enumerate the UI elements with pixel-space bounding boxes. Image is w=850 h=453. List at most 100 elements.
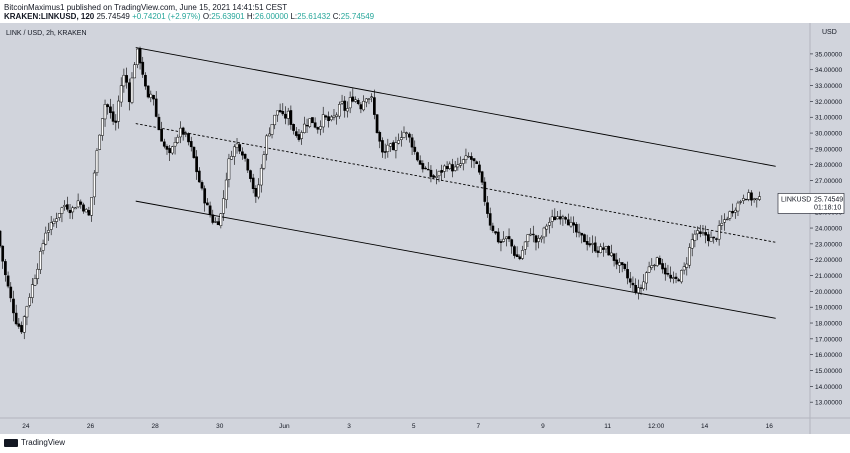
candle-body xyxy=(725,218,729,221)
candle-body xyxy=(52,221,56,224)
candle-body xyxy=(408,133,411,138)
candle-body xyxy=(421,163,425,170)
candle-body xyxy=(20,325,23,333)
candle-body xyxy=(593,242,597,252)
candle-body xyxy=(327,116,330,122)
candle-body xyxy=(354,99,357,102)
candle-body xyxy=(251,177,255,189)
candle-body xyxy=(580,232,584,236)
candle-body xyxy=(187,133,190,143)
candle-body xyxy=(704,232,708,236)
candle-body xyxy=(154,98,158,117)
candle-body xyxy=(623,264,627,270)
candle-body xyxy=(106,104,110,108)
candle-body xyxy=(367,98,371,100)
candle-body xyxy=(502,238,506,242)
low-value: 25.61432 xyxy=(297,12,331,21)
candle-body xyxy=(499,241,503,243)
candle-body xyxy=(144,74,147,87)
candle-body xyxy=(469,156,473,160)
publisher-line: BitcoinMaximus1 published on TradingView… xyxy=(4,3,288,12)
candle-body xyxy=(63,205,66,207)
candle-body xyxy=(628,278,632,283)
price-label: LINKUSD 25.74549 01:18:10 xyxy=(777,193,845,214)
candle-body xyxy=(645,272,648,284)
candle-body xyxy=(399,137,403,140)
candle-body xyxy=(534,235,538,243)
candle-body xyxy=(206,202,209,206)
candle-body xyxy=(394,142,398,151)
candle-body xyxy=(90,197,93,216)
candle-body xyxy=(22,316,26,333)
candle-body xyxy=(389,143,392,147)
candle-body xyxy=(329,116,333,121)
candle-body xyxy=(510,239,514,247)
candle-body xyxy=(278,110,282,113)
candle-body xyxy=(351,96,355,102)
candle-body xyxy=(55,218,58,222)
candle-body xyxy=(216,221,220,226)
candle-body xyxy=(100,118,104,136)
candle-body xyxy=(125,75,128,83)
candle-body xyxy=(195,156,198,173)
candle-body xyxy=(647,266,651,273)
price-label-box xyxy=(777,193,845,214)
candle-body xyxy=(211,214,215,223)
candle-body xyxy=(504,236,508,239)
candle-body xyxy=(747,192,751,200)
candle-body xyxy=(674,276,678,279)
candle-body xyxy=(98,134,102,150)
candle-body xyxy=(558,216,562,220)
x-tick-label: 24 xyxy=(22,423,30,430)
candle-body xyxy=(57,213,61,218)
candle-body xyxy=(364,98,368,103)
candle-body xyxy=(480,171,484,183)
candle-body xyxy=(386,144,390,152)
candle-body xyxy=(566,219,570,226)
footer: TradingView xyxy=(4,438,65,447)
candle-body xyxy=(176,136,180,143)
candle-body xyxy=(74,207,77,210)
candle-body xyxy=(461,159,465,164)
candle-body xyxy=(731,211,734,214)
candle-body xyxy=(6,275,10,287)
candle-body xyxy=(443,165,446,172)
candle-body xyxy=(179,127,182,138)
candle-body xyxy=(208,205,212,216)
candle-body xyxy=(658,258,662,265)
candle-body xyxy=(475,161,479,165)
candle-body xyxy=(281,111,285,115)
candle-body xyxy=(14,312,18,325)
candle-body xyxy=(338,104,341,117)
candle-body xyxy=(671,277,675,279)
price-axis xyxy=(810,23,850,434)
y-tick-label: 13.00000 xyxy=(815,400,842,407)
candle-body xyxy=(467,155,470,158)
candle-body xyxy=(373,97,376,115)
candle-body xyxy=(184,133,188,135)
candle-body xyxy=(599,246,602,253)
footer-brand: TradingView xyxy=(21,438,66,447)
candle-body xyxy=(165,146,169,150)
candle-body xyxy=(620,262,624,266)
candle-body xyxy=(564,217,567,220)
candle-body xyxy=(432,175,435,178)
candle-body xyxy=(521,250,524,259)
candle-body xyxy=(440,170,444,173)
candle-body xyxy=(230,156,233,160)
candle-body xyxy=(238,144,242,152)
candle-body xyxy=(9,286,13,299)
y-tick-label: 34.00000 xyxy=(815,67,842,74)
candle-body xyxy=(531,233,535,236)
x-tick-label: 12:00 xyxy=(648,423,665,430)
candle-body xyxy=(4,261,7,276)
candle-body xyxy=(181,127,185,135)
high-label: H: xyxy=(246,12,255,21)
candle-body xyxy=(402,131,406,138)
candle-body xyxy=(426,168,430,171)
candle-body xyxy=(553,216,557,221)
candle-body xyxy=(168,148,172,154)
candle-body xyxy=(197,170,201,183)
candle-body xyxy=(276,110,279,116)
